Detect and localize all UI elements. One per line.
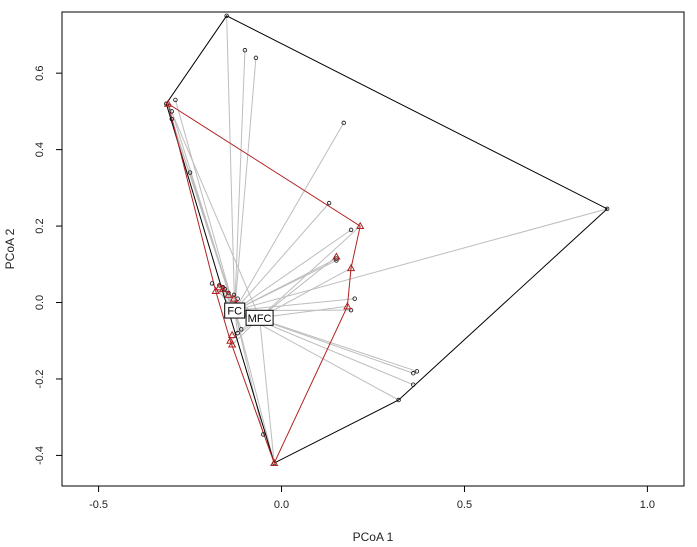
y-axis-label: PCoA 2 [3,228,17,269]
data-point [164,101,169,106]
y-axis: -0.4 -0.2 0.0 0.2 0.4 0.6 [34,66,63,465]
y-tick-label: 0.2 [34,218,46,233]
x-tick-label: -0.5 [89,499,108,511]
data-point [209,281,215,286]
plot-frame [61,11,685,487]
data-point [332,252,341,260]
data-point [242,48,248,53]
centroid-label-box [224,302,246,319]
spider-line [234,310,275,464]
hull-mfc [167,102,361,465]
data-point [411,371,416,376]
data-point [163,99,173,107]
data-point [334,256,339,261]
data-point [414,369,420,374]
y-tick-label: -0.2 [34,369,46,388]
spider-line [259,225,361,319]
spider-line [234,298,355,312]
data-point [224,290,233,298]
y-tick-label: -0.4 [34,446,46,465]
data-point [411,382,416,387]
x-axis: -0.5 0.0 0.5 1.0 [89,485,655,511]
spider-line [259,317,275,464]
spider-line [259,267,352,319]
spider-line [259,305,348,319]
x-axis-label: PCoA 1 [353,530,394,544]
centroid-label-box [245,309,274,326]
data-point [348,307,354,313]
data-point [229,294,239,302]
data-point [346,263,356,272]
data-point [348,227,354,233]
data-point [187,170,193,175]
spider-line [234,229,352,311]
y-tick-label: 0.0 [34,295,46,310]
spider-line [174,99,236,311]
data-point [169,116,174,122]
data-point [352,296,357,301]
data-point [261,432,266,437]
x-tick-label: 1.0 [640,499,655,511]
spider-line [226,15,236,311]
data-point [356,221,365,230]
data-point [224,13,229,19]
y-tick-label: 0.6 [34,66,46,81]
spider-line [234,260,337,311]
data-point [227,330,237,338]
spider-line [234,202,330,311]
spider-line [234,310,264,435]
data-point [604,206,610,212]
spider-line [167,103,261,319]
data-point [215,282,224,291]
centroid-label-text: FC [227,306,242,318]
spider-line [234,50,246,311]
data-point [253,55,259,61]
x-tick-label: 0.0 [274,499,289,511]
data-points [163,13,610,467]
y-tick-label: 0.4 [34,142,46,157]
hull-fc [165,15,609,464]
spider-line [189,172,236,311]
data-point [341,120,346,126]
data-point [218,284,228,293]
data-point [231,292,237,298]
spider-line [259,256,337,319]
centroid-label-mfc: MFC [245,309,274,326]
data-point [343,302,352,310]
spider-lines [165,15,608,464]
spider-line [234,208,608,312]
centroid-labels: FC MFC [224,302,274,326]
spider-line [234,57,257,311]
data-point [211,286,220,295]
data-point [396,397,401,403]
data-point [239,327,244,332]
convex-hulls [165,15,609,465]
centroid-label-fc: FC [224,302,246,319]
x-tick-label: 0.5 [457,499,472,511]
data-point [226,336,235,344]
centroid-label-text: MFC [248,313,272,325]
data-point [326,200,332,206]
data-point [227,340,237,348]
axes: -0.5 0.0 0.5 1.0 -0.4 -0.2 0.0 0.2 0.4 0.6 [34,66,655,511]
spider-line [234,122,345,311]
data-point [270,458,279,467]
data-point [173,97,178,103]
data-point [169,109,174,114]
data-point [235,330,240,336]
data-point [222,286,228,292]
